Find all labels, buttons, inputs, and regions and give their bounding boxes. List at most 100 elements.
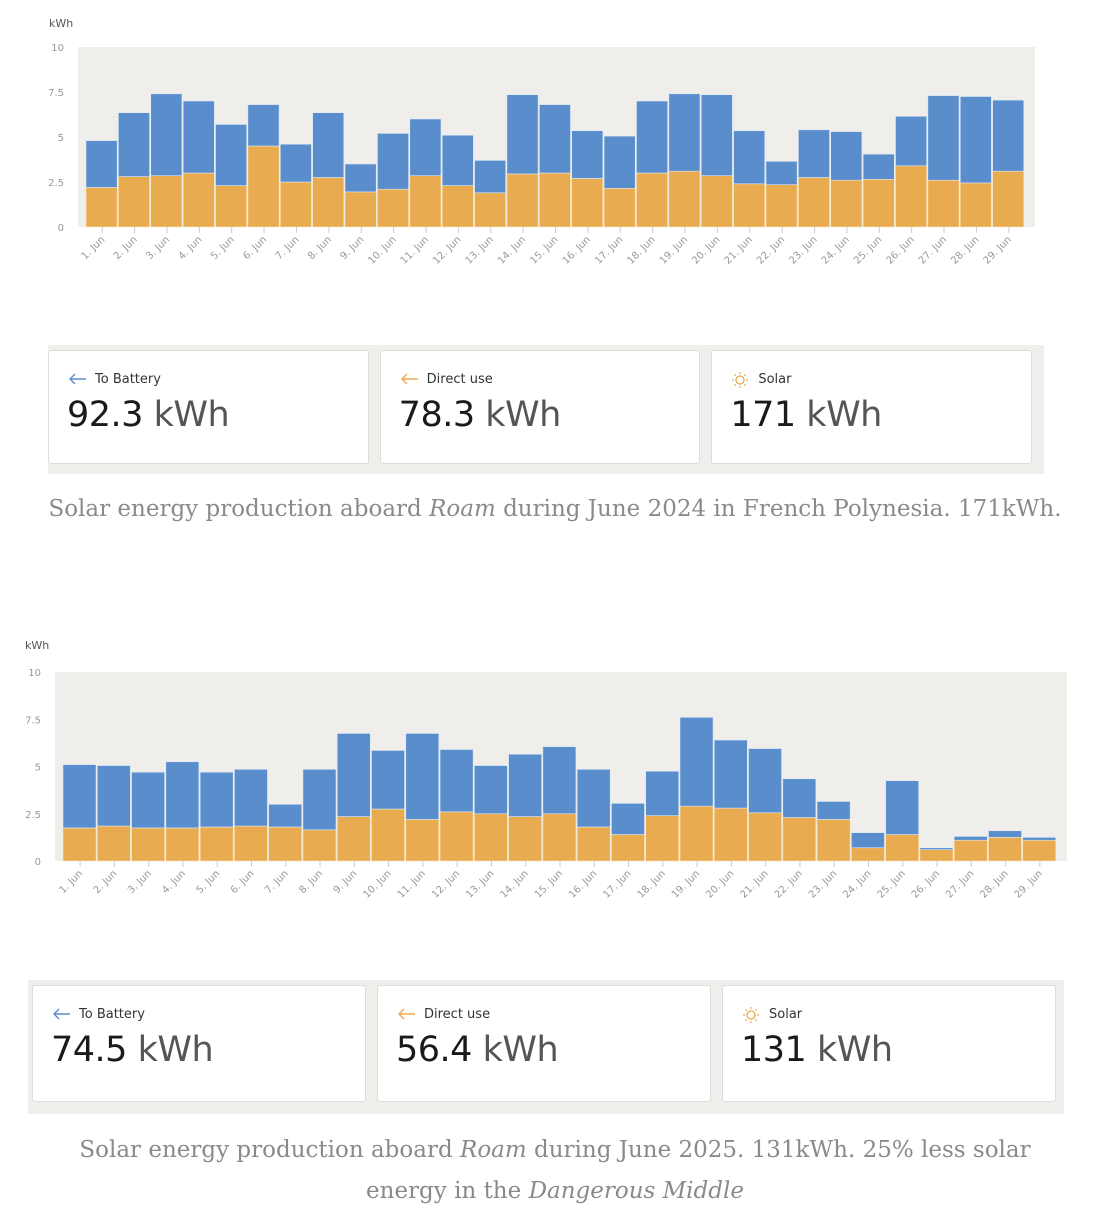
bar-direct-use [165, 827, 200, 862]
bar-direct-use [506, 173, 539, 228]
bar-direct-use [539, 172, 571, 228]
bar-direct-use [959, 182, 992, 228]
bar-to-battery [542, 746, 577, 815]
y-tick-label: 7.5 [48, 88, 64, 99]
bar-to-battery [959, 96, 992, 184]
bar-direct-use [603, 188, 636, 228]
bar-to-battery [247, 104, 280, 147]
bar-direct-use [96, 825, 131, 862]
x-tick-label: 13. Jun [464, 868, 496, 900]
bar-to-battery [96, 765, 131, 827]
caption-text: during June 2024 in French Polynesia. 17… [495, 496, 1062, 522]
direct-use-card: Direct use 56.4 kWh [377, 985, 711, 1102]
solar-card: Solar 131 kWh [722, 985, 1056, 1102]
x-tick-label: 28. Jun [949, 234, 981, 266]
bar-to-battery [336, 733, 371, 817]
bar-direct-use [441, 185, 474, 228]
bar-to-battery [700, 94, 733, 176]
bar-to-battery [182, 100, 215, 174]
x-tick-label: 20. Jun [704, 868, 736, 900]
y-tick-label: 0 [35, 857, 41, 868]
bar-direct-use [679, 805, 714, 862]
bar-direct-use [150, 175, 183, 228]
x-tick-label: 20. Jun [690, 234, 722, 266]
y-axis-unit: kWh [25, 639, 49, 652]
bar-direct-use [919, 849, 954, 862]
x-tick-label: 15. Jun [528, 234, 560, 266]
bar-direct-use [830, 179, 863, 228]
bar-to-battery [150, 93, 183, 177]
bar-direct-use [748, 812, 782, 862]
bar-to-battery [377, 133, 409, 190]
bar-to-battery [312, 112, 345, 178]
x-tick-label: 6. Jun [229, 868, 257, 896]
arrow-left-icon [51, 1006, 71, 1022]
bar-direct-use [542, 813, 577, 862]
value-unit: kWh [137, 1030, 214, 1070]
y-tick-label: 7.5 [25, 715, 41, 726]
value-number: 78.3 [398, 395, 475, 435]
bar-to-battery [199, 771, 234, 828]
bar-direct-use [302, 829, 337, 862]
y-tick-label: 2.5 [48, 178, 64, 189]
bar-to-battery [118, 112, 150, 177]
chart-june-2024: kWh 0 2.5 5 7.5 10 1. Jun 2. Jun 3. Jun 4. Jun 5. … [40, 10, 1050, 290]
bar-to-battery [862, 153, 895, 180]
bar-to-battery [576, 769, 611, 828]
x-tick-label: 26. Jun [910, 868, 942, 900]
x-tick-label: 27. Jun [917, 234, 949, 266]
bar-direct-use [1022, 839, 1057, 862]
bar-direct-use [988, 837, 1022, 862]
x-tick-label: 22. Jun [755, 234, 787, 266]
caption-text: during June 2025. 131kWh. 25% less solar… [366, 1137, 1031, 1204]
value-unit: kWh [806, 395, 882, 435]
bar-to-battery [268, 804, 303, 828]
bar-direct-use [182, 172, 215, 228]
bar-to-battery [439, 749, 474, 813]
bar-direct-use [234, 825, 268, 862]
value-number: 131 [741, 1030, 807, 1070]
bar-direct-use [765, 184, 798, 228]
sun-icon [730, 371, 750, 388]
x-tick-label: 19. Jun [670, 868, 702, 900]
value-number: 171 [730, 395, 796, 435]
value-unit: kWh [485, 395, 561, 435]
sun-icon [741, 1006, 761, 1023]
bar-direct-use [611, 834, 645, 862]
bar-to-battery [816, 801, 851, 820]
bar-direct-use [312, 177, 345, 228]
bar-to-battery [919, 847, 954, 850]
x-tick-label: 5. Jun [195, 868, 223, 896]
x-tick-label: 25. Jun [852, 234, 884, 266]
y-axis-unit: kWh [49, 17, 73, 30]
x-tick-label: 22. Jun [773, 868, 805, 900]
arrow-left-icon [67, 371, 87, 387]
value-unit: kWh [816, 1030, 893, 1070]
direct-use-value: 56.4 kWh [396, 1030, 692, 1070]
caption-emphasis: Dangerous Middle [528, 1178, 744, 1204]
totals-panel-2025: To Battery 74.5 kWh Direct use 56.4 kWh … [28, 980, 1064, 1114]
y-tick-label: 5 [58, 133, 64, 144]
caption-2024: Solar energy production aboard Roam duri… [40, 489, 1070, 530]
bar-to-battery [992, 99, 1025, 172]
bar-direct-use [215, 185, 247, 228]
x-tick-label: 3. Jun [144, 234, 172, 262]
bar-to-battery [234, 769, 268, 827]
bar-direct-use [700, 175, 733, 228]
bar-direct-use [927, 179, 960, 228]
to-battery-card: To Battery 74.5 kWh [32, 985, 366, 1102]
x-tick-label: 8. Jun [297, 868, 325, 896]
caption-2025: Solar energy production aboard Roam duri… [40, 1130, 1070, 1212]
chart-june-2025-svg: kWh 0 2.5 5 7.5 10 1. Jun 2. Jun 3. Jun 4. Jun 5. … [25, 639, 1067, 901]
bar-direct-use [409, 175, 442, 228]
bar-to-battery [474, 765, 508, 815]
value-number: 56.4 [396, 1030, 472, 1070]
bar-to-battery [830, 131, 863, 181]
x-tick-label: 16. Jun [561, 234, 593, 266]
y-tick-label: 10 [28, 668, 41, 679]
caption-text: Solar energy production aboard [79, 1137, 460, 1163]
bar-direct-use [268, 826, 303, 862]
bar-direct-use [851, 847, 885, 862]
caption-boat-name: Roam [429, 496, 496, 522]
bar-direct-use [733, 183, 766, 228]
